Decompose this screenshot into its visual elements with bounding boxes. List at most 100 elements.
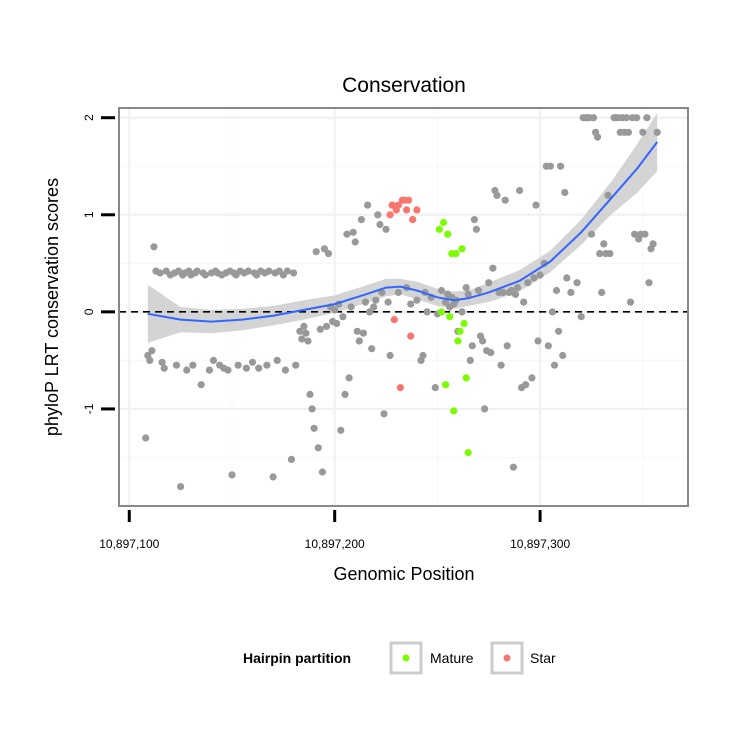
point-mature	[442, 381, 450, 389]
point-other	[633, 114, 641, 122]
point-other	[509, 463, 517, 471]
point-other	[522, 381, 530, 389]
point-mature	[456, 327, 464, 335]
x-tick-label: 10,897,300	[510, 537, 570, 551]
point-other	[244, 267, 252, 275]
point-other	[594, 133, 602, 141]
point-other	[479, 337, 487, 345]
point-other	[499, 288, 507, 296]
smooth-fit-line	[147, 141, 658, 323]
legend: Hairpin partition Mature Star	[243, 641, 556, 675]
point-other	[622, 114, 631, 122]
point-other	[419, 351, 427, 360]
point-other	[534, 337, 542, 345]
point-other	[513, 284, 522, 292]
point-other	[536, 271, 544, 279]
point-other	[160, 364, 168, 372]
point-mature	[446, 313, 454, 321]
point-other	[458, 308, 466, 316]
point-other	[368, 345, 376, 353]
point-other	[468, 342, 476, 350]
point-star	[388, 201, 396, 209]
point-other	[386, 351, 394, 360]
point-star	[409, 216, 417, 224]
point-other	[501, 196, 509, 204]
point-star	[394, 201, 402, 209]
point-other	[148, 347, 156, 355]
point-other	[322, 322, 331, 330]
point-other	[497, 361, 505, 369]
point-other	[142, 434, 150, 442]
data-points	[142, 114, 661, 491]
point-other	[413, 296, 421, 304]
point-other	[193, 267, 201, 275]
point-other	[281, 366, 289, 374]
point-other	[209, 356, 218, 364]
point-other	[552, 286, 561, 295]
point-other	[197, 381, 205, 389]
point-other	[287, 455, 296, 463]
point-other	[146, 356, 154, 364]
point-other	[653, 128, 661, 136]
point-other	[341, 390, 349, 398]
point-other	[544, 342, 552, 350]
point-other	[485, 279, 493, 287]
point-mature	[454, 337, 462, 345]
point-other	[528, 374, 536, 382]
point-other	[302, 329, 310, 337]
point-other	[283, 267, 291, 275]
point-other	[546, 162, 555, 170]
point-other	[600, 240, 608, 248]
point-star	[390, 316, 398, 324]
point-other	[224, 366, 232, 374]
point-star	[396, 384, 404, 392]
point-other	[481, 405, 489, 413]
point-other	[606, 250, 614, 258]
legend-label-mature: Mature	[430, 650, 474, 666]
point-star	[413, 206, 421, 214]
x-tick-label: 10,897,100	[99, 537, 159, 551]
y-axis-title: phyloP LRT conservation scores	[42, 178, 62, 436]
point-other	[470, 216, 478, 224]
point-other	[357, 216, 365, 224]
point-other	[555, 327, 563, 335]
point-other	[183, 366, 191, 374]
legend-point-star	[503, 654, 511, 662]
point-other	[489, 264, 497, 272]
point-other	[604, 191, 612, 199]
legend-title: Hairpin partition	[243, 650, 351, 666]
point-other	[589, 114, 598, 122]
point-other	[265, 267, 273, 275]
point-other	[353, 327, 361, 335]
point-other	[339, 313, 347, 321]
point-other	[228, 471, 236, 479]
point-other	[269, 473, 277, 481]
point-other	[374, 211, 382, 219]
y-tick-label: 0	[82, 308, 96, 315]
point-other	[493, 191, 501, 199]
point-other	[643, 114, 651, 122]
point-mature	[440, 218, 448, 227]
point-other	[364, 201, 372, 209]
point-other	[567, 288, 575, 296]
y-tick-label: 2	[82, 114, 96, 121]
point-other	[189, 361, 197, 369]
point-other	[557, 162, 565, 170]
point-other	[312, 248, 320, 256]
point-other	[359, 329, 367, 337]
point-other	[234, 361, 242, 369]
point-other	[300, 322, 308, 330]
point-other	[649, 240, 657, 248]
point-other	[462, 284, 470, 292]
point-other	[273, 356, 281, 364]
point-other	[318, 468, 326, 476]
point-other	[520, 298, 528, 306]
point-star	[405, 196, 413, 204]
point-other	[296, 327, 304, 335]
point-other	[366, 308, 374, 316]
point-other	[150, 243, 158, 251]
point-other	[423, 308, 431, 316]
point-other	[310, 424, 318, 432]
x-tick-label: 10,897,200	[305, 537, 365, 551]
